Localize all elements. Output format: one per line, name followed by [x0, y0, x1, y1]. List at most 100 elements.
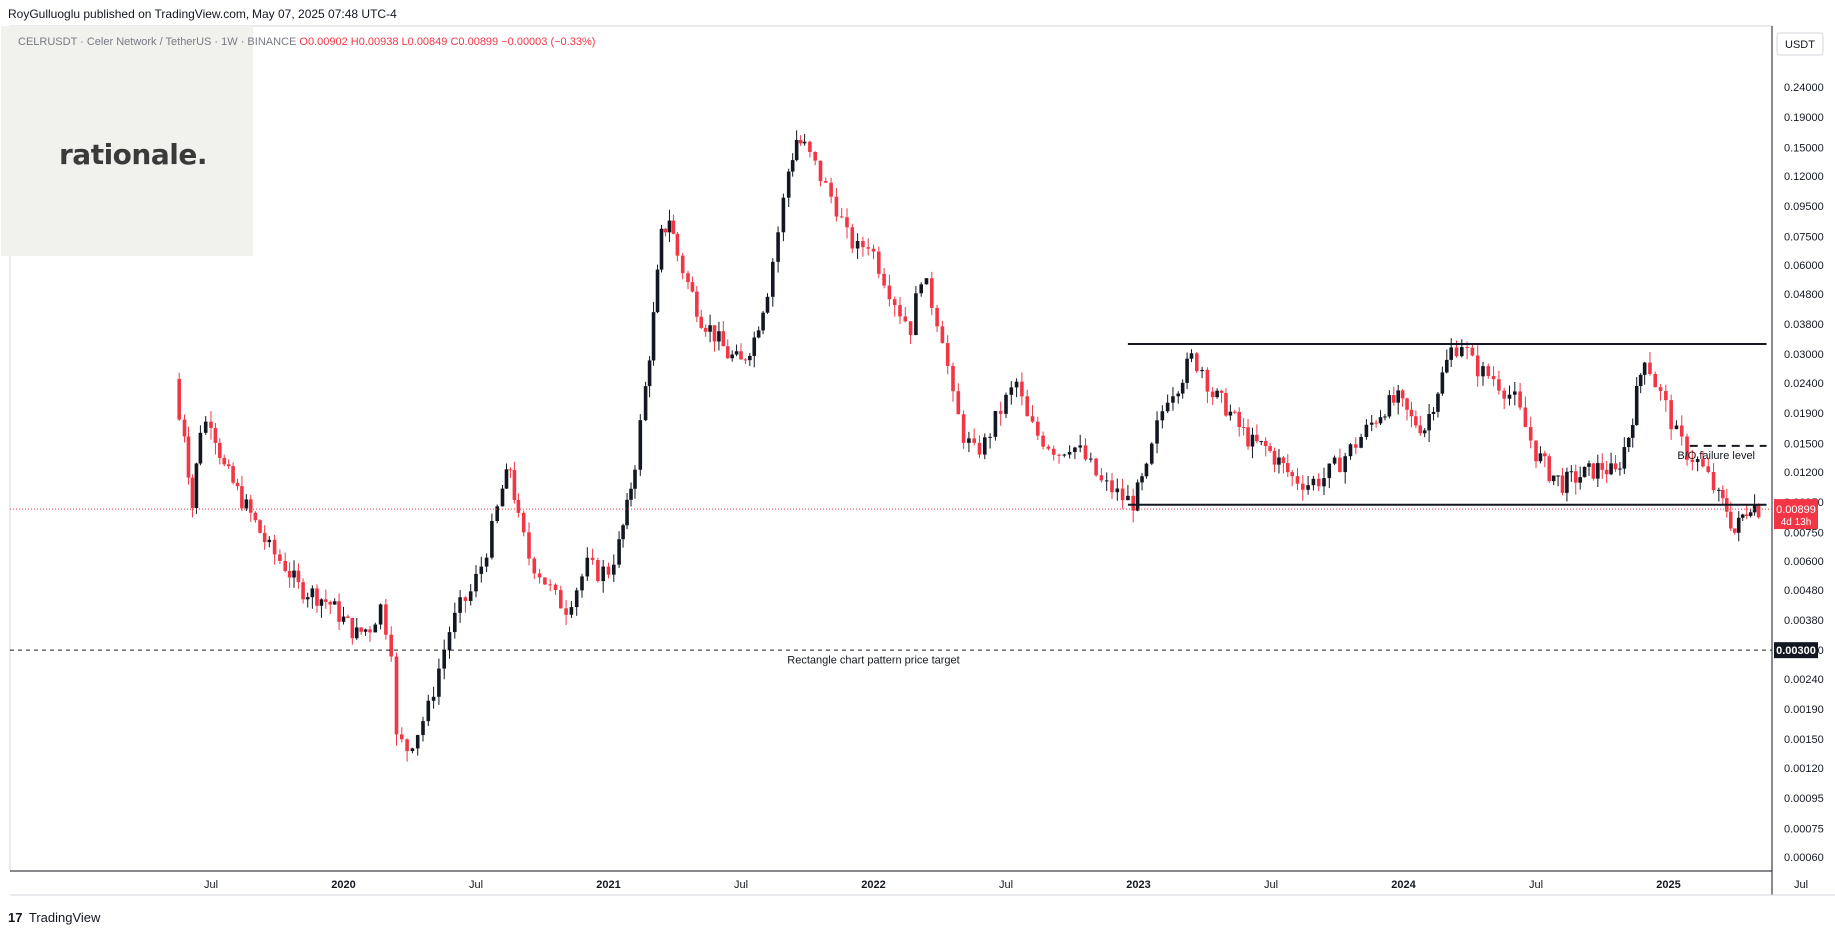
- candle-body: [892, 299, 897, 306]
- candle-body: [463, 597, 468, 601]
- candle-body: [951, 365, 955, 392]
- candle-body: [359, 627, 363, 632]
- candle-body: [1547, 456, 1552, 482]
- candle-body: [1728, 511, 1733, 529]
- candle-body: [1332, 457, 1337, 464]
- candle-body: [686, 273, 690, 283]
- candle-body: [1041, 435, 1045, 447]
- candle-body: [258, 520, 262, 533]
- candle-body: [1110, 480, 1114, 493]
- candle-body: [231, 466, 235, 483]
- candle-body: [1301, 483, 1305, 490]
- candle-body: [190, 477, 195, 508]
- candle-body: [813, 151, 817, 161]
- candle-body: [956, 391, 961, 415]
- last-price-label: 0.00899: [1776, 504, 1816, 516]
- candle-body: [209, 421, 213, 429]
- candle-body: [474, 573, 478, 592]
- chart-annotation: Rectangle chart pattern price target: [787, 655, 959, 667]
- candle-body: [458, 597, 462, 613]
- candle-body: [203, 421, 208, 433]
- candle-body: [647, 360, 652, 387]
- candle-body: [808, 141, 812, 152]
- candle-body: [354, 627, 359, 639]
- candle-body: [1721, 489, 1725, 499]
- candle-body: [739, 351, 743, 360]
- candle-body: [389, 634, 393, 657]
- candle-body: [671, 220, 676, 234]
- y-tick-label: 0.02400: [1784, 378, 1824, 390]
- candle-body: [442, 650, 446, 669]
- last-price-badge: [1774, 499, 1818, 530]
- candle-body: [1322, 478, 1326, 487]
- candle-body: [703, 327, 708, 332]
- candle-body: [1418, 425, 1423, 434]
- candle-body: [1638, 374, 1643, 387]
- candle-body: [1513, 391, 1517, 395]
- countdown-label: 4d 13h: [1781, 517, 1812, 528]
- currency-label: USDT: [1785, 39, 1815, 51]
- logo-panel: rationale.: [1, 26, 253, 256]
- candle-body: [1534, 440, 1538, 462]
- candle-body: [315, 588, 319, 606]
- candle-body: [1481, 366, 1485, 377]
- candle-body: [410, 748, 415, 752]
- candle-body: [1348, 444, 1353, 457]
- currency-selector[interactable]: [1776, 32, 1824, 56]
- candle-body: [898, 305, 902, 317]
- candle-body: [394, 656, 399, 735]
- candle-body: [1115, 488, 1120, 493]
- candle-body: [1004, 394, 1008, 414]
- candle-body: [1025, 396, 1029, 417]
- candle-body: [621, 525, 625, 540]
- candle-body: [1030, 416, 1035, 422]
- candle-body: [1126, 495, 1130, 501]
- candle-body: [1756, 505, 1761, 518]
- candle-body: [1717, 489, 1721, 491]
- candle-body: [324, 599, 328, 602]
- candle-body: [887, 285, 892, 300]
- candle-body: [405, 739, 409, 752]
- candle-body: [1057, 454, 1061, 456]
- candle-body: [453, 612, 457, 633]
- candle-body: [479, 566, 484, 574]
- candle-body: [712, 325, 717, 342]
- candle-body: [1210, 391, 1215, 398]
- candle-body: [341, 616, 346, 622]
- y-tick-label: 0.00190: [1784, 704, 1824, 716]
- candle-body: [1205, 369, 1210, 392]
- y-tick-label: 0.00095: [1784, 793, 1824, 805]
- y-tick-label: 0.00240: [1784, 674, 1824, 686]
- candle-body: [1374, 422, 1378, 424]
- candle-body: [484, 557, 489, 567]
- candle-body: [1556, 475, 1560, 477]
- candle-body: [839, 216, 844, 218]
- candle-body: [1062, 454, 1067, 456]
- candle-body: [1316, 478, 1321, 487]
- candle-body: [1744, 514, 1749, 516]
- candle-body: [629, 488, 633, 500]
- candle-body: [1149, 443, 1154, 464]
- candle-body: [919, 284, 923, 294]
- candle-body: [559, 590, 563, 609]
- candle-body: [1664, 391, 1668, 401]
- candle-body: [756, 330, 761, 338]
- candle-body: [1051, 448, 1056, 455]
- candle-body: [400, 734, 404, 740]
- candle-body: [447, 632, 452, 651]
- candle-body: [1237, 411, 1241, 428]
- candle-body: [1440, 372, 1445, 394]
- candle-body: [319, 599, 324, 606]
- candle-body: [1165, 402, 1170, 412]
- candle-body: [1290, 472, 1294, 477]
- candle-body: [1246, 427, 1250, 447]
- candle-body: [244, 499, 249, 509]
- candle-body: [1648, 362, 1652, 374]
- candle-body: [1020, 381, 1024, 397]
- candle-body: [1732, 528, 1737, 533]
- candle-body: [287, 570, 292, 578]
- candle-body: [346, 616, 350, 618]
- candle-body: [1422, 430, 1427, 434]
- candle-body: [829, 182, 833, 197]
